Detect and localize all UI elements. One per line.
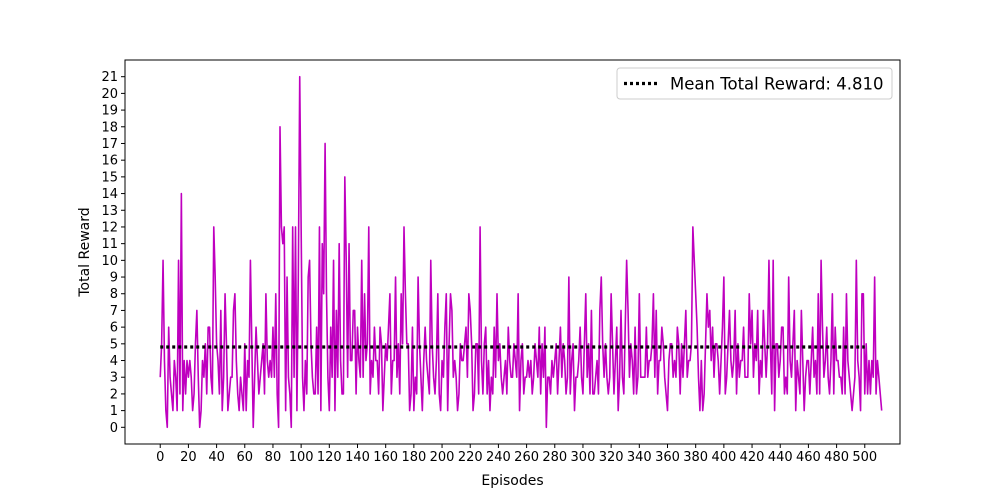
x-tick-label: 80 [265, 450, 282, 465]
y-tick-label: 0 [110, 421, 118, 436]
x-tick-label: 300 [571, 450, 596, 465]
y-tick-label: 4 [110, 354, 118, 369]
y-tick-label: 6 [110, 321, 118, 336]
x-tick-label: 20 [180, 450, 197, 465]
x-tick-label: 140 [345, 450, 370, 465]
y-tick-label: 17 [101, 137, 118, 152]
x-tick-label: 160 [373, 450, 398, 465]
x-tick-label: 200 [430, 450, 455, 465]
x-tick-label: 340 [627, 450, 652, 465]
y-axis-label: Total Reward [77, 207, 93, 297]
x-tick-label: 500 [852, 450, 877, 465]
x-tick-label: 480 [824, 450, 849, 465]
y-tick-label: 15 [101, 170, 118, 185]
x-tick-label: 220 [458, 450, 483, 465]
x-tick-label: 440 [768, 450, 793, 465]
y-tick-label: 5 [110, 337, 118, 352]
x-tick-label: 240 [486, 450, 511, 465]
y-tick-label: 11 [101, 237, 118, 252]
x-tick-label: 120 [317, 450, 342, 465]
legend-label-mean: Mean Total Reward: 4.810 [670, 75, 883, 94]
x-tick-label: 460 [796, 450, 821, 465]
x-tick-label: 0 [156, 450, 164, 465]
y-tick-label: 10 [101, 254, 118, 269]
y-tick-label: 1 [110, 404, 118, 419]
y-tick-label: 3 [110, 371, 118, 386]
x-tick-label: 60 [236, 450, 253, 465]
reward-line [159, 75, 883, 429]
y-tick-label: 18 [101, 120, 118, 135]
y-tick-label: 2 [110, 387, 118, 402]
y-tick-label: 14 [101, 187, 118, 202]
y-tick-label: 7 [110, 304, 118, 319]
y-tick-label: 8 [110, 287, 118, 302]
x-tick-label: 180 [401, 450, 426, 465]
y-tick-label: 16 [101, 154, 118, 169]
y-tick-label: 13 [101, 204, 118, 219]
y-tick-label: 21 [101, 70, 118, 85]
y-tick-label: 12 [101, 220, 118, 235]
x-tick-label: 280 [542, 450, 567, 465]
x-tick-label: 260 [514, 450, 539, 465]
x-tick-label: 360 [655, 450, 680, 465]
x-tick-label: 420 [740, 450, 765, 465]
y-tick-label: 20 [101, 87, 118, 102]
x-tick-label: 40 [208, 450, 225, 465]
x-axis-label: Episodes [481, 473, 543, 489]
x-tick-label: 380 [683, 450, 708, 465]
x-tick-label: 100 [289, 450, 314, 465]
plot-frame [124, 59, 901, 445]
y-tick-label: 19 [101, 104, 118, 119]
x-tick-label: 400 [711, 450, 736, 465]
legend-box [616, 67, 893, 100]
y-tick-label: 9 [110, 271, 118, 286]
x-tick-label: 320 [599, 450, 624, 465]
